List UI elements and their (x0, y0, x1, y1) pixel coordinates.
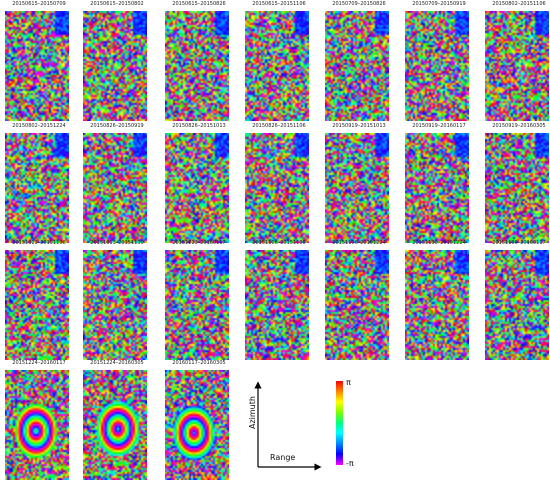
interferogram-date-label: 20151224–20160305 (90, 360, 144, 366)
interferogram-image (485, 133, 549, 243)
interferogram-date-label: 20151224–20160117 (12, 360, 66, 366)
interferogram-date-label: 20150919–20151013 (332, 123, 386, 129)
interferogram-date-label: 20151213–20160117 (172, 240, 226, 246)
interferogram-image (5, 133, 69, 243)
interferogram-date-label: 20150709–20150826 (332, 1, 386, 7)
interferogram-image (83, 250, 147, 360)
interferogram-image (405, 11, 469, 121)
interferogram-date-label: 20150615–20150709 (12, 1, 66, 7)
interferogram-image (5, 11, 69, 121)
phase-colorbar (336, 381, 343, 465)
interferogram-date-label: 20150615–20151106 (252, 1, 306, 7)
interferogram-date-label: 20150615–20150826 (172, 1, 226, 7)
interferogram-image (165, 250, 229, 360)
interferogram-date-label: 20150826–20150919 (90, 123, 144, 129)
interferogram-image (83, 133, 147, 243)
interferogram-date-label: 20150802–20151224 (12, 123, 66, 129)
interferogram-date-label: 20150826–20151106 (252, 123, 306, 129)
interferogram-date-label: 20150802–20151106 (492, 1, 546, 7)
interferogram-date-label: 20150826–20151013 (172, 123, 226, 129)
interferogram-image (5, 250, 69, 360)
interferogram-date-label: 20151106–20151130 (252, 240, 306, 246)
interferogram-image (325, 133, 389, 243)
interferogram-image (245, 11, 309, 121)
interferogram-date-label: 20150615–20150802 (90, 1, 144, 7)
interferogram-date-label: 20150919–20160117 (412, 123, 466, 129)
interferogram-image (325, 11, 389, 121)
interferogram-date-label: 20160117–20160305 (172, 360, 226, 366)
interferogram-date-label: 20151013–20151106 (12, 240, 66, 246)
interferogram-date-label: 20151130–20160117 (492, 240, 546, 246)
interferogram-image (405, 133, 469, 243)
interferogram-image (245, 133, 309, 243)
interferogram-date-label: 20151130–20151224 (412, 240, 466, 246)
phase-legend: Azimuth Range π -π (248, 373, 362, 473)
interferogram-image (405, 250, 469, 360)
interferogram-image (245, 250, 309, 360)
interferogram-image (325, 250, 389, 360)
interferogram-date-label: 20150919–20160305 (492, 123, 546, 129)
interferogram-image (165, 133, 229, 243)
interferogram-image (83, 11, 147, 121)
interferogram-date-label: 20151106–20151224 (332, 240, 386, 246)
interferogram-image (165, 11, 229, 121)
interferogram-image (165, 370, 229, 480)
axes-arrows (254, 381, 322, 471)
interferogram-image (485, 250, 549, 360)
colorbar-max-label: π (346, 378, 351, 387)
interferogram-date-label: 20150709–20150919 (412, 1, 466, 7)
interferogram-image (485, 11, 549, 121)
interferogram-image (83, 370, 147, 480)
colorbar-min-label: -π (346, 459, 354, 468)
interferogram-image (5, 370, 69, 480)
interferogram-date-label: 20151013–20151130 (90, 240, 144, 246)
range-label: Range (270, 453, 296, 462)
azimuth-label: Azimuth (248, 396, 257, 429)
